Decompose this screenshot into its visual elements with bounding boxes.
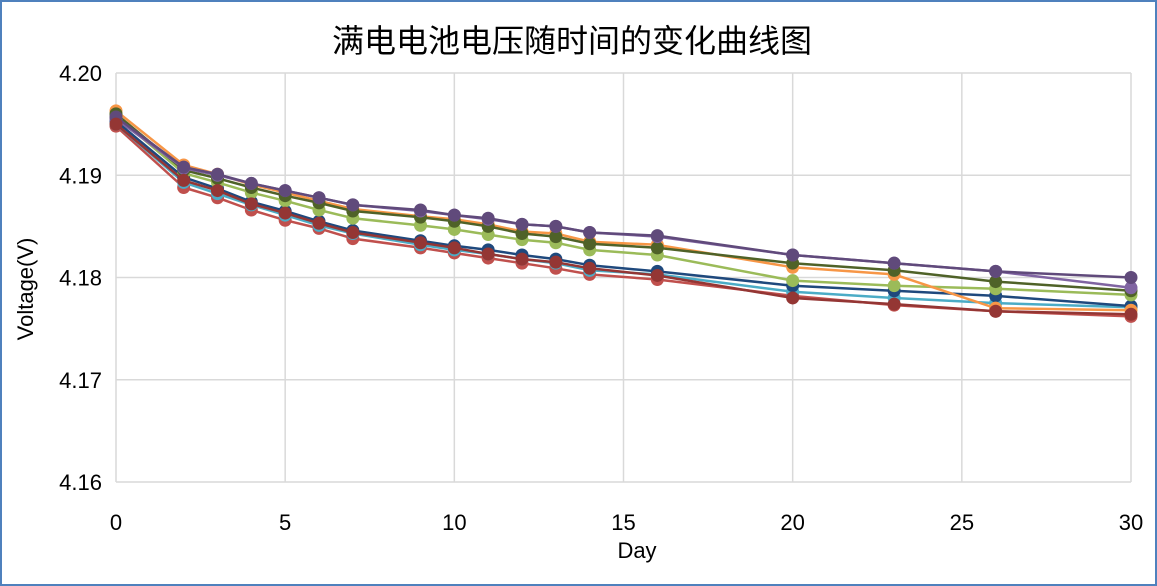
data-point — [989, 304, 1003, 318]
data-point — [515, 227, 529, 241]
data-point — [786, 274, 800, 288]
data-point — [887, 256, 901, 270]
data-point — [211, 167, 224, 181]
data-point — [1124, 281, 1138, 295]
series-8 — [109, 110, 1138, 284]
x-tick-label: 30 — [1119, 510, 1143, 535]
data-point — [481, 247, 495, 261]
data-point — [278, 206, 292, 220]
x-tick-label: 10 — [442, 510, 466, 535]
y-axis-title: Voltage(V) — [13, 238, 38, 341]
data-point — [244, 176, 258, 190]
y-tick-label: 4.16 — [59, 470, 102, 495]
data-point — [583, 226, 597, 240]
data-point — [583, 261, 597, 275]
x-tick-label: 0 — [110, 510, 122, 535]
data-point — [414, 236, 427, 250]
data-point — [583, 237, 597, 251]
y-tick-label: 4.19 — [59, 163, 102, 188]
x-tick-label: 5 — [279, 510, 291, 535]
x-axis-title: Day — [617, 538, 656, 563]
data-point — [515, 252, 529, 266]
data-point — [650, 229, 664, 243]
data-point — [414, 203, 427, 217]
y-tick-label: 4.18 — [59, 266, 102, 291]
data-point — [989, 275, 1003, 289]
data-point — [650, 268, 664, 282]
y-axis-ticks: 4.16 4.17 4.18 4.19 4.20 — [59, 61, 102, 495]
series-group — [109, 104, 1138, 323]
series-9 — [109, 117, 1138, 321]
data-point — [549, 255, 563, 269]
data-point — [1124, 271, 1138, 284]
data-point — [786, 291, 800, 305]
y-tick-label: 4.17 — [59, 368, 102, 393]
data-point — [887, 297, 901, 311]
x-tick-label: 15 — [611, 510, 635, 535]
chart-title: 满电电池电压随时间的变化曲线图 — [332, 22, 812, 60]
data-point — [312, 216, 326, 230]
data-point — [177, 160, 191, 174]
x-tick-label: 25 — [950, 510, 974, 535]
data-point — [346, 226, 360, 240]
data-point — [481, 211, 495, 225]
data-point — [346, 198, 360, 212]
data-point — [786, 248, 800, 262]
data-point — [109, 117, 123, 131]
x-tick-label: 20 — [780, 510, 804, 535]
data-point — [650, 241, 664, 255]
data-point — [312, 191, 326, 205]
x-axis-ticks: 0 5 10 15 20 25 30 — [110, 510, 1143, 535]
data-point — [515, 217, 529, 231]
data-point — [989, 264, 1003, 278]
data-point — [447, 208, 461, 222]
data-point — [887, 279, 901, 293]
data-point — [549, 230, 563, 244]
y-tick-label: 4.20 — [59, 61, 102, 86]
data-point — [177, 173, 191, 187]
data-point — [278, 184, 292, 198]
data-point — [447, 241, 461, 255]
data-point — [244, 197, 258, 211]
data-point — [211, 184, 224, 198]
data-point — [1124, 307, 1138, 321]
data-point — [549, 219, 563, 233]
